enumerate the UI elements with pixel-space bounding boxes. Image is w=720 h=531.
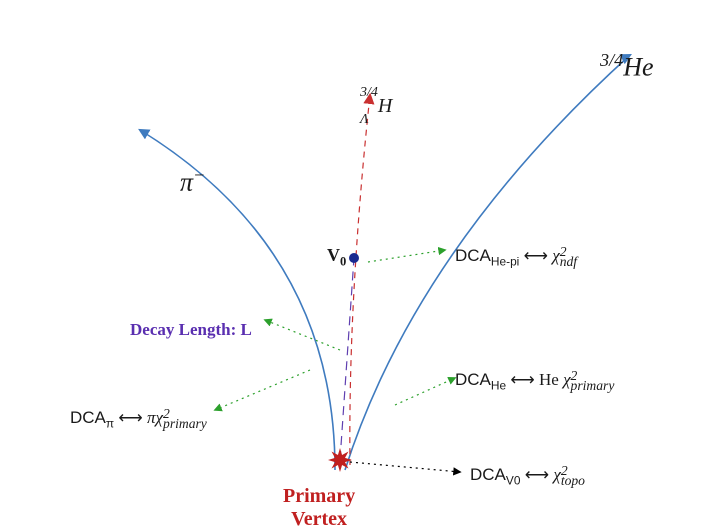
label-v0: V0: [327, 245, 346, 270]
label-dca-he: DCAHe ⟷ He χ 2primary: [455, 370, 614, 392]
label-dca-v0: DCAV0 ⟷ χ 2topo: [470, 465, 585, 487]
label-primary-vertex: PrimaryVertex: [283, 485, 355, 531]
label-he: 3/4He: [600, 50, 654, 83]
label-decay-length: Decay Length: L: [130, 320, 252, 340]
label-pi: π−: [180, 165, 205, 198]
label-dca-pi: DCAπ ⟷ πχ 2primary: [70, 408, 207, 430]
label-dca-hepi: DCAHe-pi ⟷ χ 2ndf: [455, 246, 577, 268]
label-h: 3/4Λ H: [360, 85, 392, 130]
